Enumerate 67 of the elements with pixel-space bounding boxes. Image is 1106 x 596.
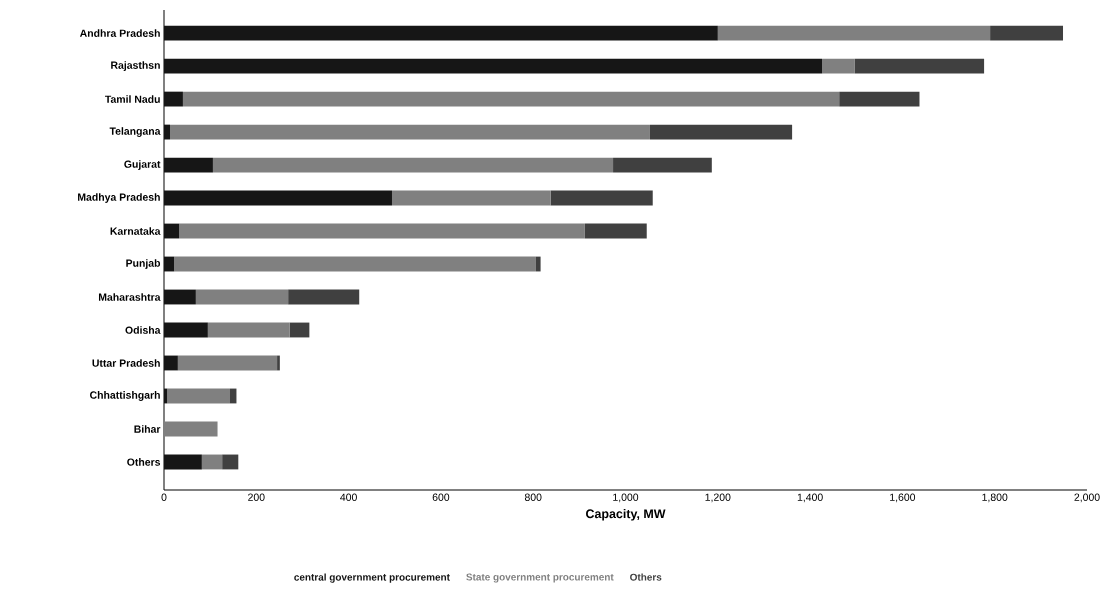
bar <box>164 322 208 338</box>
bar <box>164 289 196 305</box>
bar <box>207 322 290 338</box>
x-tick-label: 600 <box>432 493 450 501</box>
x-tick-label: 1,600 <box>890 493 916 503</box>
bar <box>717 25 991 41</box>
x-axis-title: Capacity, MW <box>586 509 666 521</box>
bar <box>391 190 551 206</box>
bar <box>179 223 585 239</box>
y-tick-label: Karnataka <box>110 227 161 235</box>
y-tick-label: Rajasthsn <box>111 61 160 71</box>
text: State government procurement <box>466 573 614 583</box>
y-tick-label: Tamil Nadu <box>105 95 160 103</box>
y-tick-label: Uttar Pradesh <box>92 359 160 367</box>
bar <box>839 91 920 107</box>
bar <box>164 421 218 437</box>
bar <box>164 58 823 74</box>
y-tick-label: Maharashtra <box>98 293 161 301</box>
x-tick-label: 0 <box>161 493 167 501</box>
y-tick-label: Punjab <box>126 259 161 269</box>
bar <box>195 289 289 305</box>
y-tick-label: Others <box>127 458 161 466</box>
x-tick-label: 200 <box>248 493 265 501</box>
y-tick-label: Madhya Pradesh <box>78 193 160 203</box>
bar <box>182 91 840 107</box>
bar <box>822 58 855 74</box>
x-tick-label: 400 <box>340 493 357 501</box>
y-tick-label: Andhra Pradesh <box>79 29 160 37</box>
y-tick-label: Gujarat <box>124 160 161 170</box>
bar <box>535 256 541 272</box>
y-tick-label: Telangana <box>109 127 161 137</box>
y-tick-label: Chhattishgarh <box>90 391 160 401</box>
y-tick-label: Bihar <box>134 425 161 433</box>
x-tick-label: 1,000 <box>613 493 639 503</box>
bar <box>170 124 650 140</box>
x-tick-label: 2,000 <box>1074 493 1100 503</box>
bar <box>222 454 239 470</box>
x-tick-label: 1,200 <box>705 493 731 503</box>
x-tick-label: 1,800 <box>982 493 1008 503</box>
bar <box>164 454 202 470</box>
bar <box>649 124 793 140</box>
bar <box>164 223 180 239</box>
x-tick-label: 1,400 <box>797 493 823 503</box>
text: central government procurement <box>294 573 450 583</box>
bar <box>164 256 175 272</box>
bar <box>164 190 392 206</box>
bar <box>550 190 653 206</box>
bar <box>167 388 230 404</box>
text: Others <box>630 573 662 581</box>
bar <box>164 91 183 107</box>
bar <box>990 25 1064 41</box>
bar <box>613 157 712 173</box>
bar <box>164 25 718 41</box>
bar <box>288 289 360 305</box>
bar <box>174 256 536 272</box>
y-tick-label: Odisha <box>125 326 161 334</box>
x-tick-label: 800 <box>524 493 542 501</box>
bar <box>854 58 985 74</box>
bar <box>277 355 280 371</box>
bar <box>164 157 213 173</box>
bar <box>584 223 647 239</box>
bar <box>177 355 278 371</box>
bar <box>164 124 170 140</box>
bar <box>164 355 178 371</box>
bar <box>289 322 310 338</box>
bar <box>201 454 223 470</box>
bar <box>212 157 614 173</box>
